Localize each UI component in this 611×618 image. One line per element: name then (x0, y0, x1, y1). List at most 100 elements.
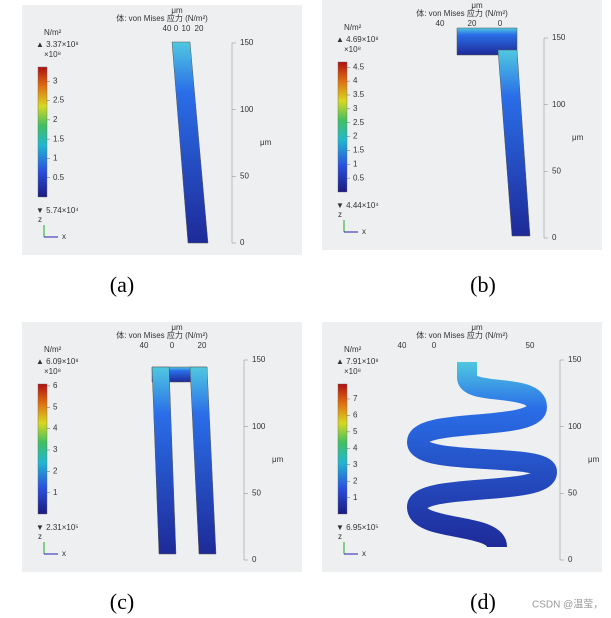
panel-title: 体: von Mises 应力 (N/m²) (116, 13, 208, 23)
z-axis-unit: μm (588, 455, 600, 464)
colorbar-tick-label: 3 (53, 76, 58, 85)
top-tick-label: 40 (436, 19, 445, 28)
axis-unit: μm (171, 6, 183, 15)
triad-label: z (338, 532, 342, 541)
colorbar-max: ▲ 3.37×10⁸ (36, 40, 79, 49)
z-axis-unit: μm (572, 133, 584, 142)
panel-title: 体: von Mises 应力 (N/m²) (416, 330, 508, 340)
colorbar-tick-label: 4 (353, 443, 358, 452)
triad-label: z (38, 215, 42, 224)
z-tick-label: 150 (252, 355, 266, 364)
colorbar-unit: N/m² (344, 345, 362, 354)
top-tick-label: 10 (182, 24, 191, 33)
colorbar-min: ▼ 2.31×10⁵ (36, 523, 79, 532)
colorbar-multiplier: ×10⁸ (44, 50, 61, 59)
top-tick-label: 0 (174, 24, 179, 33)
colorbar-tick-label: 2 (53, 115, 58, 124)
caption: (a) (110, 272, 134, 297)
colorbar-tick-label: 3 (353, 104, 358, 113)
colorbar-tick-label: 1 (53, 154, 58, 163)
triad-label: x (362, 227, 366, 236)
colorbar-tick-label: 4.5 (353, 62, 365, 71)
structure (171, 41, 209, 244)
caption: (d) (470, 589, 496, 614)
axis-unit: μm (171, 323, 183, 332)
top-tick-label: 50 (526, 341, 535, 350)
triad-label: x (62, 549, 66, 558)
colorbar-tick-label: 6 (53, 381, 58, 390)
colorbar-tick-label: 7 (353, 394, 358, 403)
colorbar-max: ▲ 4.69×10⁸ (336, 35, 379, 44)
top-tick-label: 40 (163, 24, 172, 33)
colorbar-multiplier: ×10⁸ (44, 367, 61, 376)
z-tick-label: 0 (552, 233, 557, 242)
colorbar-tick-label: 3 (353, 460, 358, 469)
colorbar-tick-label: 2 (353, 132, 358, 141)
colorbar-tick-label: 2.5 (353, 118, 365, 127)
colorbar (337, 383, 348, 515)
colorbar-unit: N/m² (44, 345, 62, 354)
z-tick-label: 100 (568, 422, 582, 431)
top-tick-label: 0 (432, 341, 437, 350)
watermark: CSDN @温莹， (532, 599, 603, 611)
colorbar-unit: N/m² (44, 28, 62, 37)
colorbar-tick-label: 1 (353, 493, 358, 502)
colorbar-max: ▲ 6.09×10⁸ (36, 357, 79, 366)
colorbar-tick-label: 6 (353, 411, 358, 420)
top-tick-label: 40 (140, 341, 149, 350)
colorbar-tick-label: 2 (53, 466, 58, 475)
top-tick-label: 20 (198, 341, 207, 350)
z-tick-label: 100 (252, 422, 266, 431)
colorbar-min: ▼ 6.95×10⁵ (336, 523, 379, 532)
colorbar-min: ▼ 5.74×10⁴ (36, 206, 79, 215)
structure (151, 366, 177, 555)
z-tick-label: 150 (552, 33, 566, 42)
colorbar (37, 66, 48, 198)
colorbar-tick-label: 1.5 (353, 146, 365, 155)
colorbar-tick-label: 1.5 (53, 134, 65, 143)
z-tick-label: 100 (552, 100, 566, 109)
triad-label: x (362, 549, 366, 558)
top-tick-label: 20 (468, 19, 477, 28)
top-tick-label: 0 (170, 341, 175, 350)
z-axis-unit: μm (272, 455, 284, 464)
colorbar-multiplier: ×10⁸ (344, 45, 361, 54)
axis-unit: μm (471, 323, 483, 332)
z-tick-label: 50 (552, 166, 561, 175)
panel-title: 体: von Mises 应力 (N/m²) (116, 330, 208, 340)
caption: (c) (110, 589, 134, 614)
triad-label: x (62, 232, 66, 241)
structure (406, 362, 558, 550)
colorbar-max: ▲ 7.91×10⁸ (336, 357, 379, 366)
colorbar-tick-label: 1 (353, 159, 358, 168)
colorbar-tick-label: 5 (353, 427, 358, 436)
structure (497, 49, 531, 237)
top-tick-label: 20 (195, 24, 204, 33)
colorbar-tick-label: 4 (53, 424, 58, 433)
top-tick-label: 40 (398, 341, 407, 350)
colorbar-unit: N/m² (344, 23, 362, 32)
z-tick-label: 0 (240, 238, 245, 247)
colorbar-tick-label: 3.5 (353, 90, 365, 99)
colorbar-min: ▼ 4.44×10⁴ (336, 201, 379, 210)
triad-label: z (338, 210, 342, 219)
z-tick-label: 50 (252, 488, 261, 497)
z-tick-label: 0 (568, 555, 573, 564)
colorbar-tick-label: 5 (53, 402, 58, 411)
colorbar-tick-label: 1 (53, 488, 58, 497)
triad-label: z (38, 532, 42, 541)
colorbar-tick-label: 2 (353, 476, 358, 485)
z-tick-label: 0 (252, 555, 257, 564)
z-tick-label: 100 (240, 105, 254, 114)
z-tick-label: 150 (240, 38, 254, 47)
panel-background (22, 5, 302, 255)
axis-unit: μm (471, 1, 483, 10)
z-tick-label: 50 (568, 488, 577, 497)
colorbar-tick-label: 0.5 (353, 173, 365, 182)
z-tick-label: 150 (568, 355, 582, 364)
colorbar-multiplier: ×10⁸ (344, 367, 361, 376)
